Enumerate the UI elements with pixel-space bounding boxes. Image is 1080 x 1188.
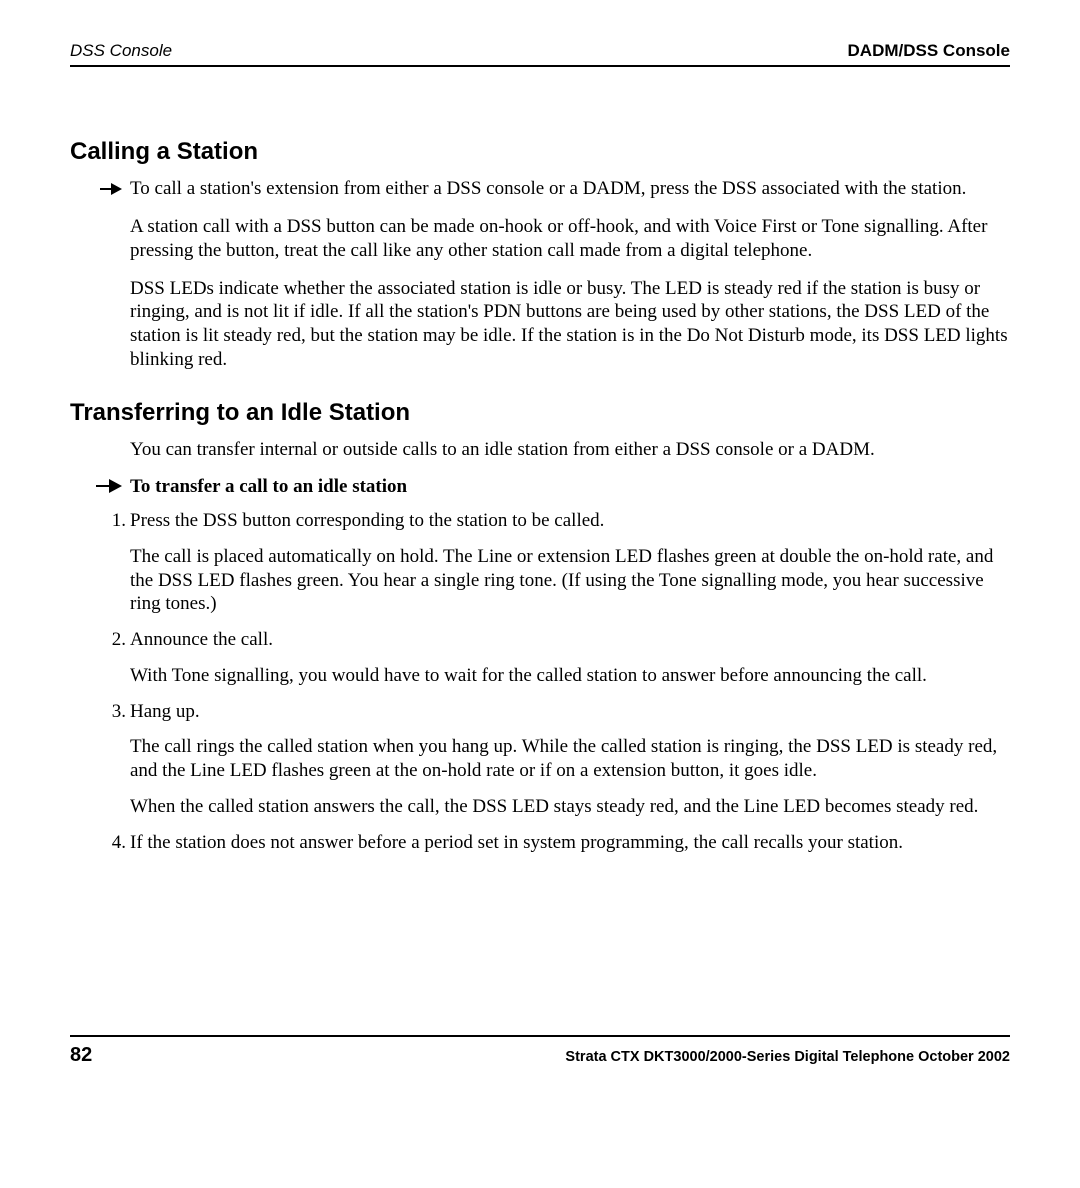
header-right: DADM/DSS Console	[848, 40, 1010, 61]
step-follow: The call is placed automatically on hold…	[130, 545, 1010, 616]
step-number: 4.	[100, 831, 126, 855]
step-lead: Announce the call.	[130, 628, 1010, 652]
step-lead: Press the DSS button corresponding to th…	[130, 509, 1010, 533]
step-follow: When the called station answers the call…	[130, 795, 1010, 819]
section-heading-calling: Calling a Station	[70, 137, 1010, 167]
step-item: 4. If the station does not answer before…	[130, 831, 1010, 855]
pointer-icon	[96, 477, 122, 495]
manual-page: DSS Console DADM/DSS Console Calling a S…	[0, 0, 1080, 1188]
step-lead: If the station does not answer before a …	[130, 831, 1010, 855]
step-item: 2. Announce the call. With Tone signalli…	[130, 628, 1010, 688]
body-para: A station call with a DSS button can be …	[130, 215, 1010, 263]
footer-rule	[70, 1035, 1010, 1037]
footer-row: 82 Strata CTX DKT3000/2000-Series Digita…	[70, 1043, 1010, 1068]
step-lead: Hang up.	[130, 700, 1010, 724]
section-heading-transferring: Transferring to an Idle Station	[70, 398, 1010, 428]
running-head: DSS Console DADM/DSS Console	[70, 40, 1010, 67]
procedure-subhead: To transfer a call to an idle station	[130, 475, 1010, 499]
page-number: 82	[70, 1043, 92, 1068]
step-item: 3. Hang up. The call rings the called st…	[130, 700, 1010, 819]
steps-list: 1. Press the DSS button corresponding to…	[130, 509, 1010, 854]
bullet-para: To call a station's extension from eithe…	[130, 177, 1010, 201]
step-follow: The call rings the called station when y…	[130, 735, 1010, 783]
step-number: 1.	[100, 509, 126, 533]
header-left: DSS Console	[70, 40, 172, 61]
step-follow: With Tone signalling, you would have to …	[130, 664, 1010, 688]
intro-para: You can transfer internal or outside cal…	[130, 438, 1010, 462]
section1-body: To call a station's extension from eithe…	[130, 177, 1010, 371]
page-footer: 82 Strata CTX DKT3000/2000-Series Digita…	[70, 1035, 1010, 1068]
subhead-text: To transfer a call to an idle station	[130, 476, 407, 497]
step-number: 2.	[100, 628, 126, 652]
body-para: DSS LEDs indicate whether the associated…	[130, 277, 1010, 372]
step-number: 3.	[100, 700, 126, 724]
footer-text: Strata CTX DKT3000/2000-Series Digital T…	[565, 1048, 1010, 1066]
step-item: 1. Press the DSS button corresponding to…	[130, 509, 1010, 616]
section2-body: You can transfer internal or outside cal…	[130, 438, 1010, 855]
pointer-icon	[100, 180, 122, 196]
bullet-text: To call a station's extension from eithe…	[130, 178, 966, 199]
